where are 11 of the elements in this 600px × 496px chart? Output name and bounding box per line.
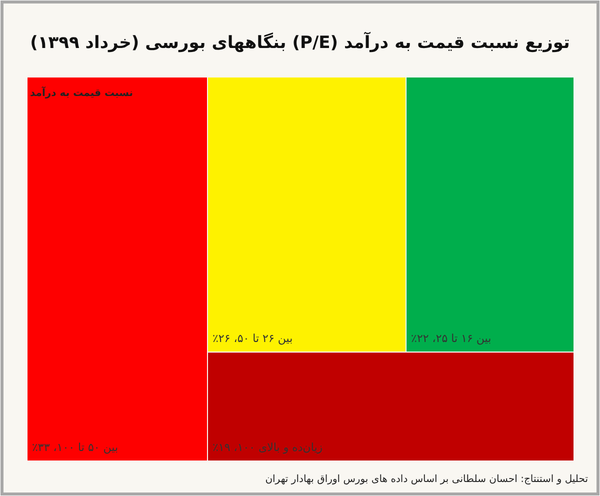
data-label: ۲۶٪ bbox=[212, 332, 234, 346]
category-label: بین ۱۶ تا ۲۵، bbox=[432, 332, 492, 346]
text: نسبت قیمت به درآمد bbox=[30, 86, 134, 99]
category-label: بین ۲۶ تا ۵۰، bbox=[234, 332, 293, 346]
text: توزیع نسبت قیمت به درآمد (P/E) بنگاههای بورسی (خرداد ۱۳۹۹) bbox=[30, 31, 570, 53]
data-label: ۳۳٪ bbox=[32, 441, 54, 454]
category-label: زیان‌ده و بالای ۱۰۰، bbox=[234, 441, 323, 454]
data-label: ۱۹٪ bbox=[212, 441, 234, 454]
category-label: بین ۵۰ تا ۱۰۰، bbox=[53, 441, 118, 454]
text: تحلیل و استنتاج: احسان سلطانی بر اساس داده های بورس اوراق بهادار تهران bbox=[265, 474, 588, 485]
data-label: ۲۲٪ bbox=[411, 332, 432, 346]
